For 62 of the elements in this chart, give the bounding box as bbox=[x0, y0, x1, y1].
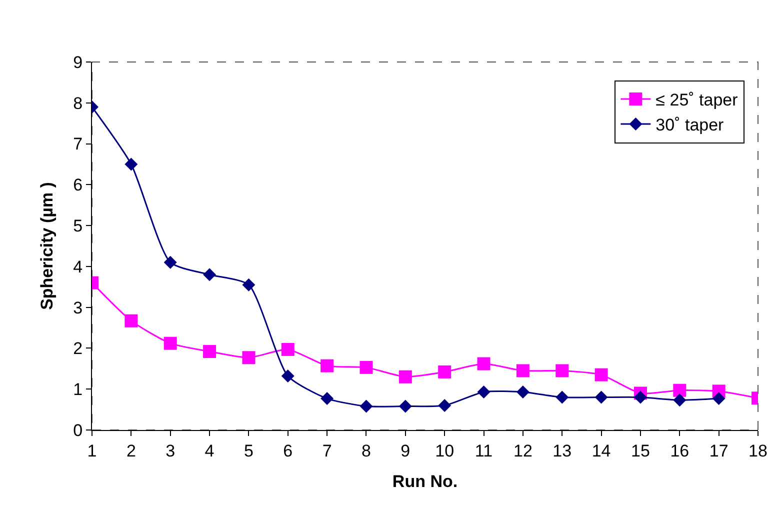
point bbox=[242, 351, 256, 364]
x-tick-label: 9 bbox=[400, 441, 410, 460]
x-tick-label: 16 bbox=[670, 441, 690, 460]
x-tick-label: 15 bbox=[631, 441, 650, 460]
point bbox=[673, 384, 686, 397]
y-tick-label: 8 bbox=[73, 94, 83, 113]
x-axis-title: Run No. bbox=[392, 472, 458, 491]
point bbox=[281, 342, 294, 356]
point bbox=[398, 370, 412, 384]
point bbox=[594, 390, 608, 404]
y-tick-label: 1 bbox=[73, 380, 83, 400]
x-tick-label: 13 bbox=[552, 441, 572, 460]
x-tick-label: 3 bbox=[166, 441, 176, 460]
x-tick-label: 8 bbox=[362, 441, 371, 460]
x-tick-label: 11 bbox=[474, 441, 493, 460]
point bbox=[124, 314, 138, 328]
x-tick-label: 14 bbox=[592, 441, 611, 460]
point bbox=[516, 385, 530, 398]
x-tick-label: 4 bbox=[204, 441, 214, 460]
y-tick-label: 4 bbox=[73, 257, 83, 276]
point bbox=[477, 357, 490, 370]
y-tick-label: 0 bbox=[73, 420, 83, 440]
point bbox=[516, 364, 530, 378]
point bbox=[281, 370, 294, 383]
x-tick-label: 10 bbox=[435, 441, 454, 460]
point bbox=[673, 394, 686, 407]
y-tick-label: 3 bbox=[73, 298, 83, 318]
x-tick-label: 17 bbox=[709, 441, 728, 460]
point bbox=[360, 400, 373, 413]
point bbox=[634, 390, 647, 404]
x-tick-label: 6 bbox=[283, 441, 293, 460]
legend-label: 30˚ taper bbox=[656, 116, 724, 135]
point bbox=[242, 278, 256, 292]
x-tick-label: 1 bbox=[87, 441, 97, 460]
point bbox=[360, 360, 373, 374]
point bbox=[556, 364, 569, 378]
point bbox=[164, 336, 177, 350]
point bbox=[203, 268, 216, 282]
point bbox=[438, 398, 452, 412]
point bbox=[438, 365, 452, 378]
point bbox=[320, 359, 334, 372]
point bbox=[712, 392, 726, 406]
y-axis-title: Sphericity (µm ) bbox=[38, 182, 57, 310]
x-tick-label: 12 bbox=[513, 441, 532, 460]
x-tick-label: 2 bbox=[126, 441, 136, 460]
point bbox=[124, 158, 138, 171]
point bbox=[164, 256, 177, 269]
x-tick-label: 5 bbox=[244, 441, 254, 460]
y-tick-label: 2 bbox=[73, 339, 83, 358]
point bbox=[320, 392, 334, 406]
y-tick-label: 7 bbox=[73, 134, 83, 154]
point bbox=[477, 385, 490, 398]
point bbox=[203, 344, 216, 358]
legend-label: ≤ 25˚ taper bbox=[656, 90, 738, 110]
x-tick-label: 18 bbox=[748, 441, 768, 460]
y-tick-label: 9 bbox=[73, 52, 83, 72]
y-tick-label: 5 bbox=[73, 216, 83, 236]
point bbox=[398, 400, 412, 413]
y-tick-label: 6 bbox=[73, 176, 83, 195]
point bbox=[556, 390, 569, 404]
x-tick-label: 7 bbox=[322, 441, 332, 460]
point bbox=[594, 368, 608, 382]
